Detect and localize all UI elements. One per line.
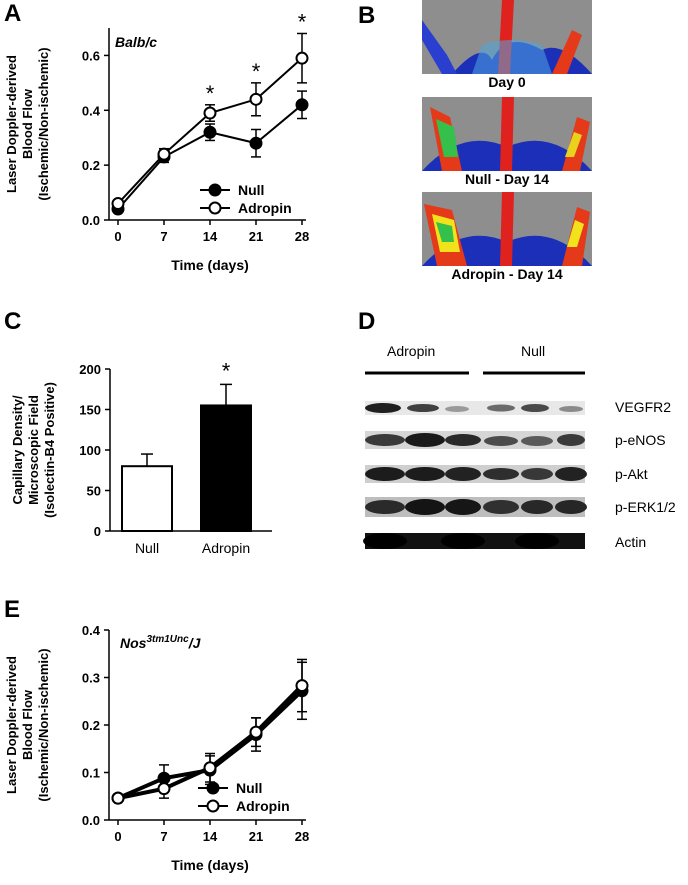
y-tick-label: 150 (79, 403, 101, 418)
data-point-adropin (111, 791, 125, 805)
panel-b-letter: B (358, 2, 376, 29)
data-point-adropin (157, 147, 171, 161)
x-axis-label: Time (days) (171, 257, 249, 273)
blot-label-p-akt: p-Akt (615, 466, 648, 482)
data-point-adropin (157, 782, 171, 796)
data-point-adropin (111, 197, 125, 211)
y-tick-label: 0.4 (82, 103, 101, 118)
panel-a-letter: A (4, 0, 22, 27)
x-tick-label: 14 (203, 829, 218, 844)
bar-adropin (200, 404, 252, 532)
y-axis-label-line: Blood Flow (20, 88, 35, 159)
significance-star: * (298, 9, 307, 34)
x-axis-label: Time (days) (171, 857, 249, 873)
legend-marker (206, 799, 220, 813)
panel-d-western-blot: Adropin Null (355, 305, 688, 570)
category-label: Null (135, 540, 159, 556)
legend-label: Adropin (238, 200, 292, 216)
x-tick-label: 28 (295, 829, 309, 844)
panel-d-letter: D (358, 308, 376, 335)
legend-marker (208, 183, 222, 197)
x-tick-label: 7 (160, 229, 167, 244)
caption-adropin-day14: Adropin - Day 14 (451, 266, 563, 282)
blot-label-p-erk: p-ERK1/2 (615, 499, 676, 515)
panel-c-bar-chart: 0 50 100 150 200 Null Adropin * Capillary Densit… (10, 358, 272, 556)
y-tick-label: 0.3 (82, 671, 100, 686)
x-tick-label: 0 (114, 229, 121, 244)
strain-label-suffix: /J (188, 635, 202, 651)
y-axis-label-line: Blood Flow (20, 689, 35, 760)
doppler-image-adropin-day14 (422, 192, 592, 266)
data-point-null (203, 125, 217, 139)
blot-row-p-erk (365, 497, 587, 517)
y-tick-label: 0.1 (82, 766, 100, 781)
y-tick-label: 0.2 (82, 718, 100, 733)
y-tick-label: 200 (79, 362, 101, 377)
y-tick-label: 50 (87, 484, 101, 499)
blot-row-vegfr2 (365, 401, 585, 415)
y-tick-label: 0.0 (82, 813, 100, 828)
x-tick-label: 28 (295, 229, 309, 244)
legend-marker (208, 201, 222, 215)
y-tick-label: 0.4 (82, 623, 101, 638)
y-tick-label: 0.6 (82, 48, 100, 63)
data-point-adropin (249, 725, 263, 739)
legend-label: Adropin (236, 798, 290, 814)
blot-row-p-enos (365, 431, 585, 449)
panel-c-letter: C (4, 308, 22, 335)
legend-marker (206, 781, 220, 795)
strain-label: Balb/c (115, 34, 157, 50)
y-tick-label: 0.2 (82, 158, 100, 173)
data-point-adropin (295, 679, 309, 693)
y-axis-label-line: Microscopic Field (26, 395, 41, 505)
caption-null-day14: Null - Day 14 (464, 171, 550, 187)
doppler-image-null-day14 (422, 97, 592, 171)
strain-label-superscript: 3tm1Unc (146, 634, 189, 645)
y-axis-label-line: Laser Doppler-derived (4, 656, 19, 794)
data-point-null (249, 136, 263, 150)
x-tick-label: 14 (203, 229, 218, 244)
x-tick-label: 0 (114, 829, 121, 844)
panel-e-letter: E (4, 596, 21, 623)
y-axis-label-line: Capillary Density/ (10, 395, 25, 504)
blot-row-actin (363, 533, 585, 549)
blot-row-p-akt (365, 465, 587, 483)
data-point-adropin (203, 106, 217, 120)
panel-e-line-chart: 0.0 0.1 0.2 0.3 0.4 0 7 14 21 28 Time (days) Laser … (4, 623, 309, 873)
y-axis-label-line: (Isolectin-B4 Positive) (42, 382, 57, 518)
y-tick-label: 0.0 (82, 213, 100, 228)
data-point-adropin (295, 51, 309, 65)
y-axis-label-line: (Ischemic/Non-ischemic) (36, 47, 51, 200)
y-tick-label: 0 (94, 524, 101, 539)
blot-label-p-enos: p-eNOS (615, 432, 666, 448)
data-point-null (295, 98, 309, 112)
x-tick-label: 21 (249, 829, 263, 844)
significance-star: * (222, 358, 231, 383)
x-tick-label: 7 (160, 829, 167, 844)
y-tick-label: 100 (79, 443, 101, 458)
blot-group-adropin: Adropin (387, 343, 436, 359)
blot-label-actin: Actin (615, 534, 647, 550)
bar-null (121, 465, 173, 532)
x-tick-label: 21 (249, 229, 263, 244)
strain-label-base: Nos (120, 635, 147, 651)
strain-label: Nos3tm1Unc/J (120, 634, 202, 651)
caption-day0: Day 0 (488, 74, 526, 90)
category-label: Adropin (202, 540, 250, 556)
y-axis-label-line: Laser Doppler-derived (4, 55, 19, 193)
data-point-adropin (203, 761, 217, 775)
y-axis-label-line: (Ischemic/Non-ischemic) (36, 648, 51, 801)
significance-star: * (206, 81, 215, 106)
data-point-adropin (249, 92, 263, 106)
blot-group-null: Null (521, 343, 546, 359)
legend-label: Null (236, 780, 262, 796)
panel-a-line-chart: 0.0 0.2 0.4 0.6 0 7 14 21 28 Time (days) Laser Dop… (4, 9, 309, 273)
blot-label-vegfr2: VEGFR2 (615, 399, 672, 415)
legend-label: Null (238, 182, 264, 198)
doppler-image-day0 (422, 0, 592, 74)
significance-star: * (252, 59, 261, 84)
